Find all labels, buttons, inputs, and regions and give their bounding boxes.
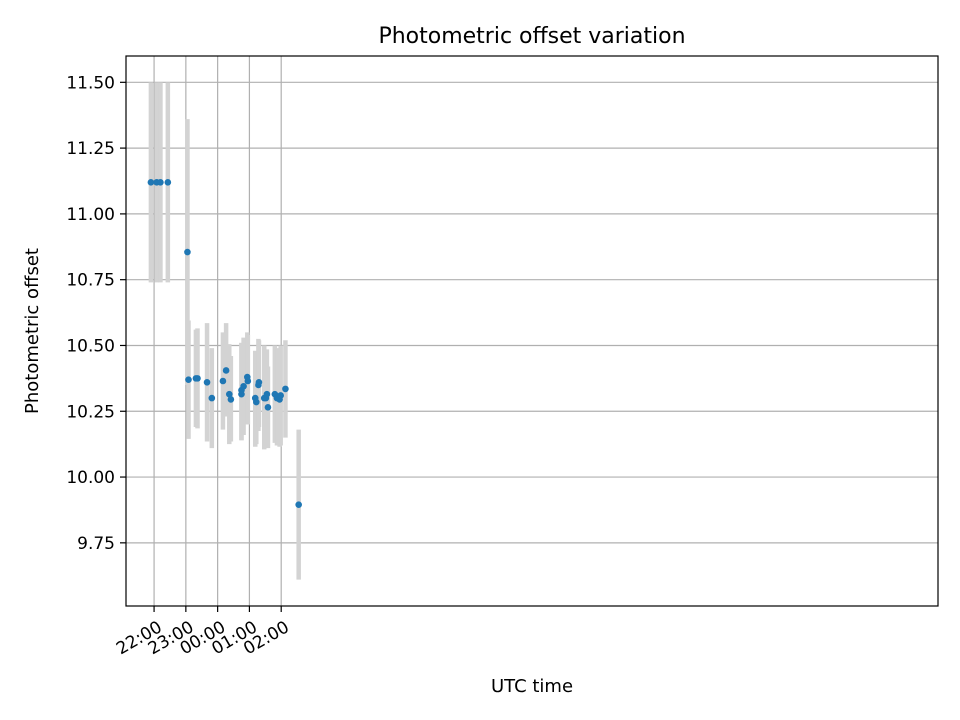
data-point: [264, 404, 272, 411]
data-point: [282, 385, 289, 393]
y-tick-label: 10.75: [66, 271, 115, 291]
data-point: [244, 377, 252, 385]
data-point: [194, 375, 201, 382]
grid-lines: [126, 56, 938, 606]
chart-title: Photometric offset variation: [378, 24, 685, 49]
data-point: [227, 396, 235, 403]
plot-frame: [125, 55, 939, 607]
data-point: [219, 377, 227, 385]
data-point: [255, 379, 263, 386]
data-point: [225, 390, 233, 398]
data-point: [240, 382, 247, 390]
data-point: [238, 390, 245, 398]
data-point: [263, 390, 271, 398]
data-point: [203, 379, 211, 386]
data-point: [222, 367, 230, 374]
data-point: [253, 398, 260, 406]
data-point: [147, 179, 155, 186]
data-point: [185, 376, 192, 383]
data-point: [295, 501, 302, 508]
y-tick-label: 11.25: [66, 139, 115, 159]
y-tick-label: 11.00: [66, 205, 115, 225]
data-points: [147, 179, 302, 508]
x-axis-label: UTC time: [491, 676, 573, 697]
data-point: [208, 394, 216, 402]
y-axis-label: Photometric offset: [22, 248, 43, 414]
y-tick-label: 10.00: [66, 468, 115, 488]
data-point: [157, 179, 164, 186]
data-point: [277, 392, 284, 399]
y-tick-label: 9.75: [77, 534, 115, 554]
data-point: [184, 248, 191, 256]
y-tick-label: 10.50: [66, 336, 115, 356]
y-tick-label: 11.50: [66, 73, 115, 93]
y-tick-label: 10.25: [66, 402, 115, 422]
y-axis-ticks: 9.75 10.00 10.25 10.50 10.75 11.00 11.25 11.50: [66, 73, 126, 554]
data-point: [164, 179, 172, 186]
